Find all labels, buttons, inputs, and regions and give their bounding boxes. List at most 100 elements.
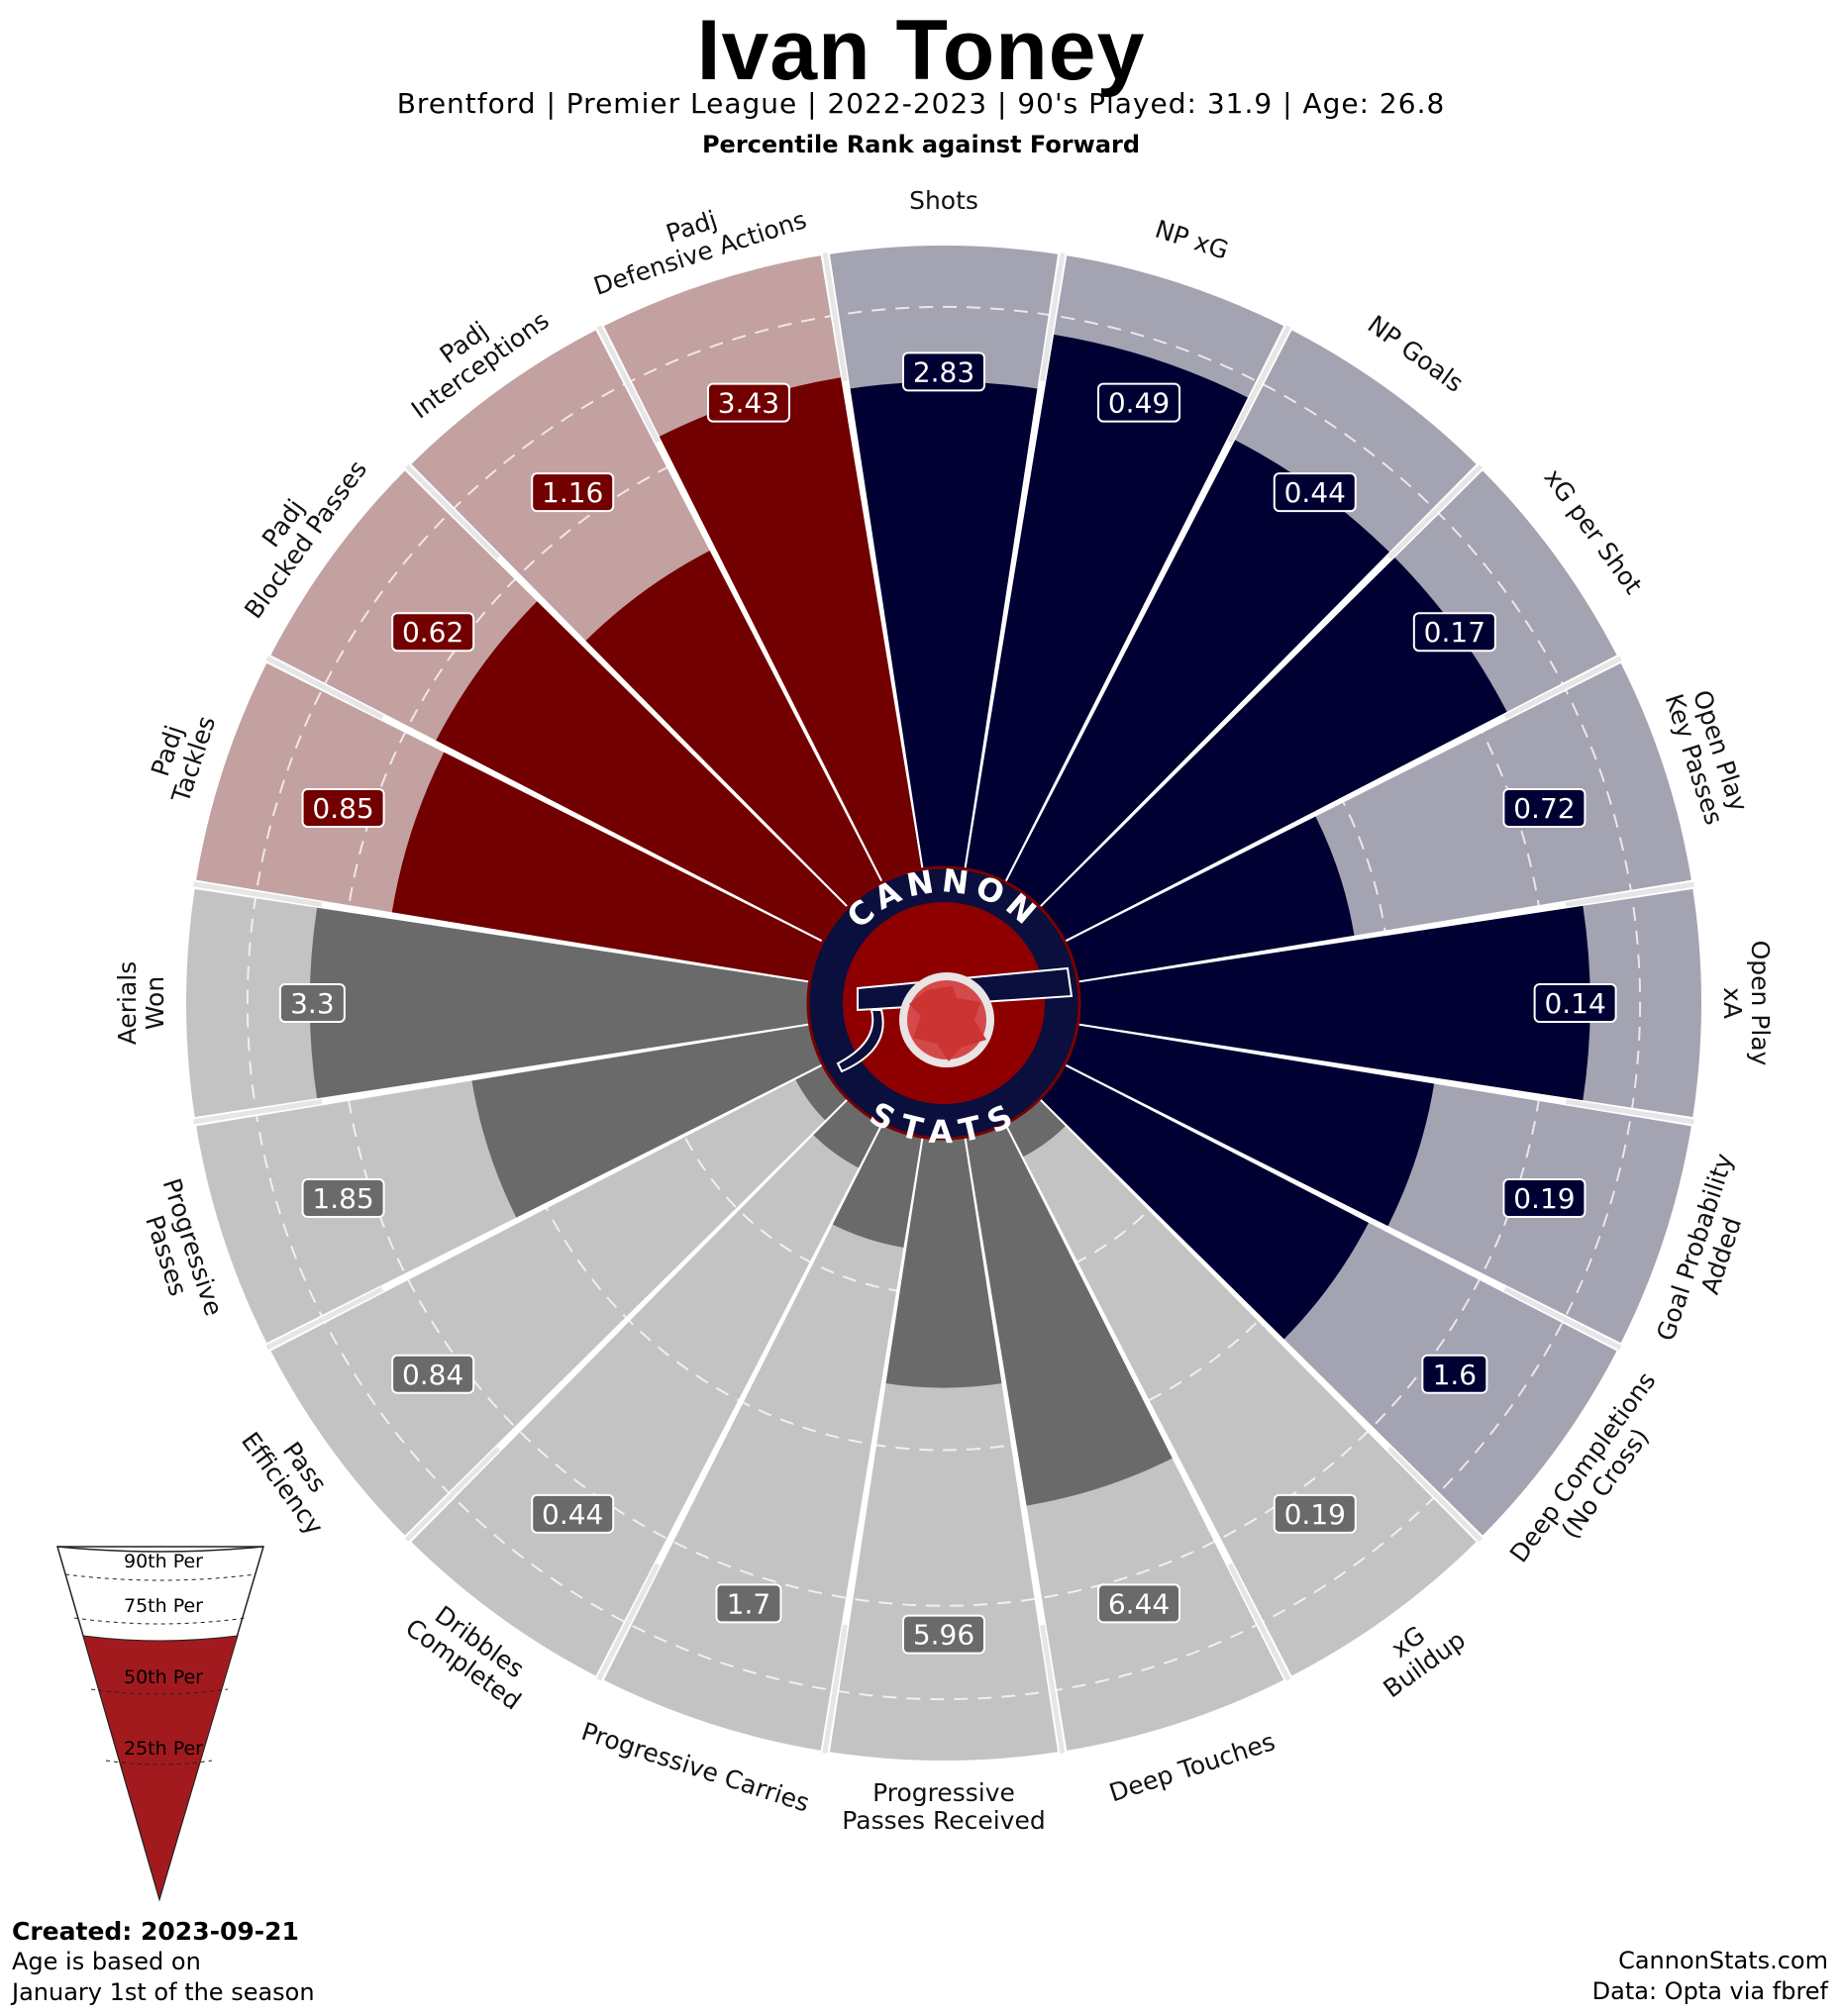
legend-label-75: 75th Per [124, 1595, 203, 1617]
wedge-separator-outer [1040, 1624, 1066, 1754]
bar-xg-per-shot [1040, 557, 1507, 942]
bar-deep-touches [966, 1124, 1173, 1506]
svg-text:1.16: 1.16 [542, 476, 603, 509]
svg-text:1.6: 1.6 [1433, 1359, 1478, 1391]
wedge-separator-outer [822, 252, 848, 382]
age-note-line-1: Age is based on [12, 1948, 201, 1975]
created-date: Created: 2023-09-21 [12, 1917, 299, 1946]
bg-wedge-dribbles-completed [410, 1099, 882, 1677]
bar-padj-tackles [391, 752, 823, 981]
value-label-padj-interceptions: 1.16 [531, 472, 615, 513]
category-label-deep-touches: Deep Touches [1106, 1727, 1279, 1807]
category-label-shots: Shots [909, 186, 978, 215]
value-label-padj-defensive-actions: 3.43 [706, 382, 790, 423]
bar-padj-interceptions [585, 551, 882, 907]
category-label-np-xg: NP xG [1152, 215, 1232, 265]
bar-np-goals [1005, 440, 1389, 907]
data-source: Data: Opta via fbref [1591, 1977, 1828, 2005]
bar-goal-probability-added [1065, 1025, 1435, 1227]
value-label-shots: 2.83 [902, 352, 985, 392]
value-label-pass-efficiency: 0.84 [391, 1354, 475, 1394]
value-label-progressive-carries: 1.7 [715, 1583, 782, 1624]
wedge-separator-outer [265, 1286, 384, 1351]
category-label-padj-tackles: PadjTackles [140, 704, 221, 807]
value-label-xg-buildup: 0.19 [1273, 1493, 1357, 1534]
value-label-progressive-passes-received: 5.96 [902, 1614, 985, 1655]
bar-dribbles-completed [813, 1099, 882, 1168]
svg-text:3.43: 3.43 [718, 387, 779, 420]
bar-padj-defensive-actions [659, 377, 922, 882]
bar-progressive-passes-received [885, 1137, 1002, 1388]
svg-text:3.3: 3.3 [290, 987, 335, 1020]
footer-notes: Created: 2023-09-21 Age is based on Janu… [12, 1916, 315, 2008]
value-label-progressive-passes: 1.85 [301, 1178, 385, 1219]
svg-text:0.17: 0.17 [1424, 616, 1485, 649]
wedge-separator-outer [404, 463, 501, 560]
svg-text:1.7: 1.7 [727, 1587, 771, 1620]
value-label-deep-completions-no-cross: 1.6 [1421, 1354, 1488, 1394]
value-labels: 2.83 0.49 0.44 0.17 0.72 0.14 0.19 1.6 0.19 6.44 5… [278, 352, 1617, 1655]
bar-padj-blocked-passes [436, 601, 848, 942]
page-title: Ivan Toney [696, 3, 1146, 98]
wedge-separator-outer [1565, 1099, 1694, 1125]
svg-text:0.85: 0.85 [312, 792, 373, 825]
percentile-legend: 90th Per 75th Per 50th Per 25th Per [56, 1546, 265, 1902]
wedge-separator-outer [596, 1562, 661, 1681]
value-label-padj-blocked-passes: 0.62 [391, 612, 475, 653]
cannon-stats-logo: CANNON STATS [806, 861, 1081, 1151]
wedge-separator-outer [1386, 1446, 1484, 1543]
bar-open-play-key-passes [1065, 816, 1355, 981]
bar-deep-completions-no-cross [1040, 1064, 1369, 1340]
value-label-open-play-xa: 0.14 [1533, 983, 1617, 1023]
value-label-padj-tackles: 0.85 [301, 787, 385, 828]
wedge-separator-outer [193, 881, 323, 907]
bar-progressive-passes [471, 1025, 823, 1218]
svg-text:1.85: 1.85 [312, 1182, 373, 1215]
wedge-separator-outer [1503, 655, 1622, 720]
wedge-separator-outer [193, 1099, 323, 1125]
value-label-np-goals: 0.44 [1273, 472, 1357, 513]
value-label-dribbles-completed: 0.44 [531, 1493, 615, 1534]
bar-shots [850, 381, 1038, 869]
svg-text:0.44: 0.44 [542, 1498, 603, 1531]
svg-text:0.84: 0.84 [402, 1359, 463, 1391]
value-label-np-xg: 0.49 [1097, 382, 1181, 423]
bar-progressive-carries [832, 1124, 922, 1248]
percentile-bars [309, 334, 1590, 1506]
wedge-separator-outer [1503, 1286, 1622, 1351]
svg-text:6.44: 6.44 [1108, 1587, 1170, 1620]
svg-text:0.62: 0.62 [402, 616, 463, 649]
wedge-separators [193, 252, 1694, 1754]
legend-label-90: 90th Per [124, 1551, 203, 1572]
svg-text:0.19: 0.19 [1513, 1182, 1575, 1215]
ring-90 [246, 305, 1642, 1701]
bg-wedge-xg-buildup [1005, 1099, 1478, 1677]
site-credit: CannonStats.com [1618, 1947, 1828, 1974]
svg-text:0.49: 0.49 [1108, 387, 1170, 420]
category-label-open-play-xa: Open PlayxA [1718, 941, 1775, 1066]
outer-rim [184, 244, 1703, 1763]
wedge-separator-outer [404, 1446, 501, 1543]
bg-wedge-progressive-carries [603, 1124, 922, 1752]
wedge-separator-outer [1565, 881, 1694, 907]
bar-open-play-xa [1077, 905, 1590, 1101]
wedge-separator-outer [1040, 252, 1066, 382]
wedge-separator-outer [1227, 325, 1291, 444]
value-label-aerials-won: 3.3 [278, 983, 346, 1023]
footer-credits: CannonStats.com Data: Opta via fbref [1592, 1946, 1828, 2007]
player-info-subtitle: Brentford | Premier League | 2022-2023 |… [396, 87, 1446, 120]
category-label-aerials-won: AerialsWon [113, 961, 169, 1046]
svg-text:5.96: 5.96 [913, 1619, 974, 1652]
value-label-open-play-key-passes: 0.72 [1502, 787, 1586, 828]
value-label-xg-per-shot: 0.17 [1412, 612, 1496, 653]
wedge-separator-outer [1227, 1562, 1291, 1681]
legend-label-25: 25th Per [124, 1738, 203, 1760]
category-label-progressive-passes-received: Progressive Passes Received [842, 1778, 1045, 1835]
bar-aerials-won [309, 907, 810, 1099]
svg-text:0.44: 0.44 [1284, 476, 1346, 509]
bar-pass-efficiency [795, 1064, 848, 1121]
svg-text:0.14: 0.14 [1544, 987, 1605, 1020]
svg-text:2.83: 2.83 [913, 355, 974, 388]
comparison-subtitle: Percentile Rank against Forward [701, 131, 1141, 158]
